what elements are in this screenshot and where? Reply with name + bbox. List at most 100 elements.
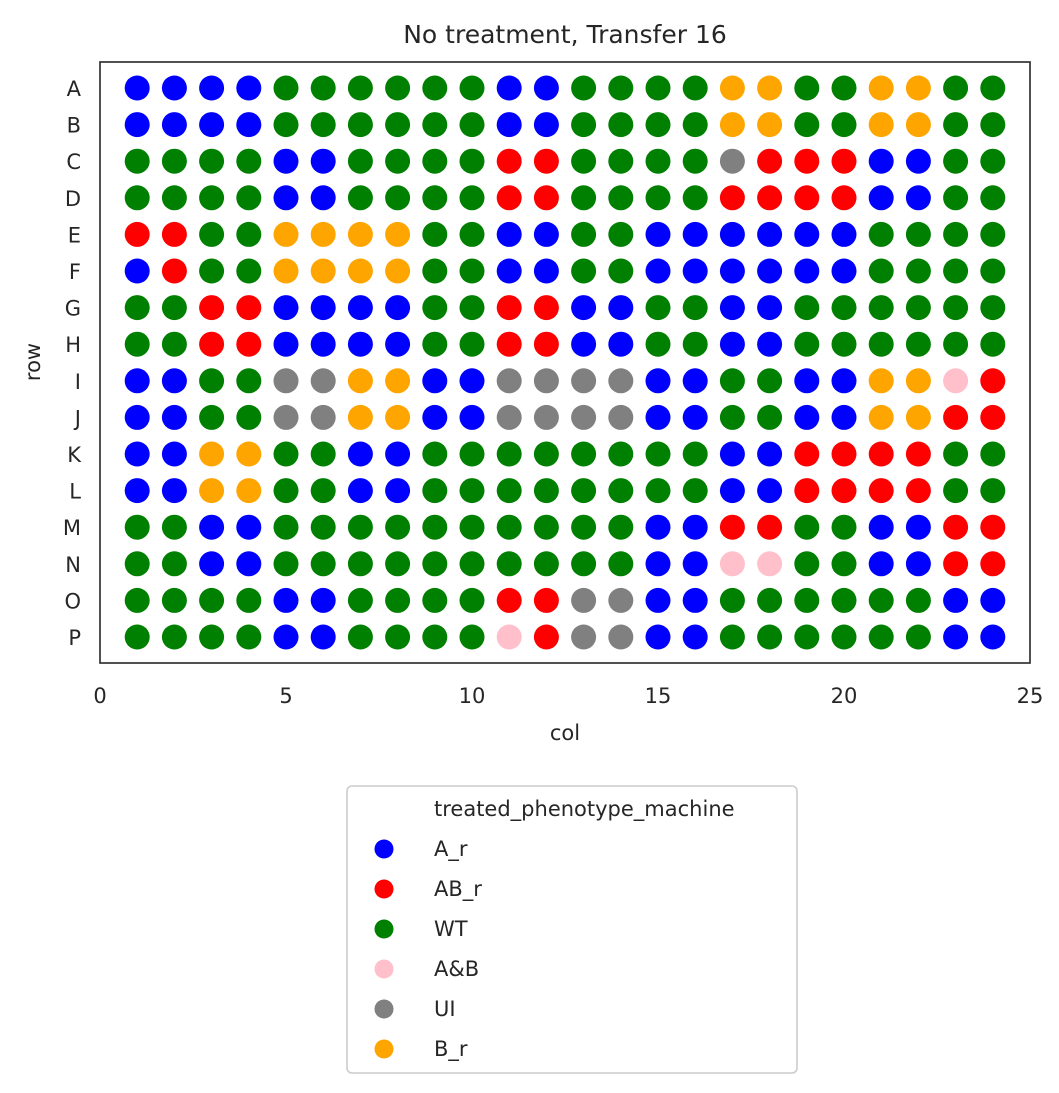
y-tick-label: M: [63, 516, 81, 540]
point-K15: [645, 441, 671, 467]
point-J9: [422, 404, 448, 430]
point-F18: [757, 258, 783, 284]
point-C24: [980, 148, 1006, 174]
legend-marker: [374, 1039, 394, 1059]
point-N13: [571, 551, 597, 577]
x-tick-labels: 0 5 10 15 20 25: [93, 684, 1043, 708]
legend-label: UI: [434, 997, 456, 1021]
legend-label: B_r: [434, 1037, 468, 1062]
point-L16: [682, 478, 708, 504]
chart-title: No treatment, Transfer 16: [403, 20, 727, 49]
point-A13: [571, 75, 597, 101]
point-F17: [719, 258, 745, 284]
point-C18: [757, 148, 783, 174]
point-L13: [571, 478, 597, 504]
point-O24: [980, 587, 1006, 613]
point-N2: [161, 551, 187, 577]
point-M17: [719, 514, 745, 540]
point-K5: [273, 441, 299, 467]
point-O22: [905, 587, 931, 613]
point-I5: [273, 368, 299, 394]
point-F7: [347, 258, 373, 284]
point-B23: [943, 112, 969, 138]
point-E18: [757, 221, 783, 247]
point-B4: [236, 112, 262, 138]
point-H16: [682, 331, 708, 357]
point-L15: [645, 478, 671, 504]
point-E8: [385, 221, 411, 247]
point-B8: [385, 112, 411, 138]
point-N14: [608, 551, 634, 577]
point-D13: [571, 185, 597, 211]
point-G19: [794, 295, 820, 321]
point-J24: [980, 404, 1006, 430]
point-E5: [273, 221, 299, 247]
point-G7: [347, 295, 373, 321]
point-B15: [645, 112, 671, 138]
point-I9: [422, 368, 448, 394]
point-M22: [905, 514, 931, 540]
point-H15: [645, 331, 671, 357]
point-M14: [608, 514, 634, 540]
point-L23: [943, 478, 969, 504]
point-D23: [943, 185, 969, 211]
point-J10: [459, 404, 485, 430]
point-P4: [236, 624, 262, 650]
point-C12: [533, 148, 559, 174]
point-L5: [273, 478, 299, 504]
point-M13: [571, 514, 597, 540]
point-B22: [905, 112, 931, 138]
point-K17: [719, 441, 745, 467]
point-L9: [422, 478, 448, 504]
point-E9: [422, 221, 448, 247]
point-E11: [496, 221, 522, 247]
y-tick-label: K: [67, 443, 82, 467]
point-F4: [236, 258, 262, 284]
point-G22: [905, 295, 931, 321]
point-O2: [161, 587, 187, 613]
point-F9: [422, 258, 448, 284]
point-K7: [347, 441, 373, 467]
point-N16: [682, 551, 708, 577]
point-B9: [422, 112, 448, 138]
x-axis-label: col: [550, 721, 580, 745]
point-M9: [422, 514, 448, 540]
point-N21: [868, 551, 894, 577]
point-B24: [980, 112, 1006, 138]
point-I20: [831, 368, 857, 394]
point-P17: [719, 624, 745, 650]
point-O9: [422, 587, 448, 613]
point-K22: [905, 441, 931, 467]
point-M20: [831, 514, 857, 540]
point-K3: [199, 441, 225, 467]
legend-marker: [374, 879, 394, 899]
point-N6: [310, 551, 336, 577]
point-A23: [943, 75, 969, 101]
y-tick-label: J: [73, 406, 81, 430]
point-P7: [347, 624, 373, 650]
point-O10: [459, 587, 485, 613]
point-N5: [273, 551, 299, 577]
point-N1: [124, 551, 150, 577]
point-C23: [943, 148, 969, 174]
point-H14: [608, 331, 634, 357]
point-E22: [905, 221, 931, 247]
point-N7: [347, 551, 373, 577]
legend-label: A&B: [434, 957, 479, 981]
point-D19: [794, 185, 820, 211]
point-H1: [124, 331, 150, 357]
point-L17: [719, 478, 745, 504]
point-B5: [273, 112, 299, 138]
point-L2: [161, 478, 187, 504]
x-tick-label: 20: [831, 684, 858, 708]
point-E21: [868, 221, 894, 247]
point-J11: [496, 404, 522, 430]
point-G9: [422, 295, 448, 321]
point-M10: [459, 514, 485, 540]
point-C16: [682, 148, 708, 174]
point-I1: [124, 368, 150, 394]
point-G6: [310, 295, 336, 321]
point-F16: [682, 258, 708, 284]
y-tick-label: F: [69, 260, 81, 284]
